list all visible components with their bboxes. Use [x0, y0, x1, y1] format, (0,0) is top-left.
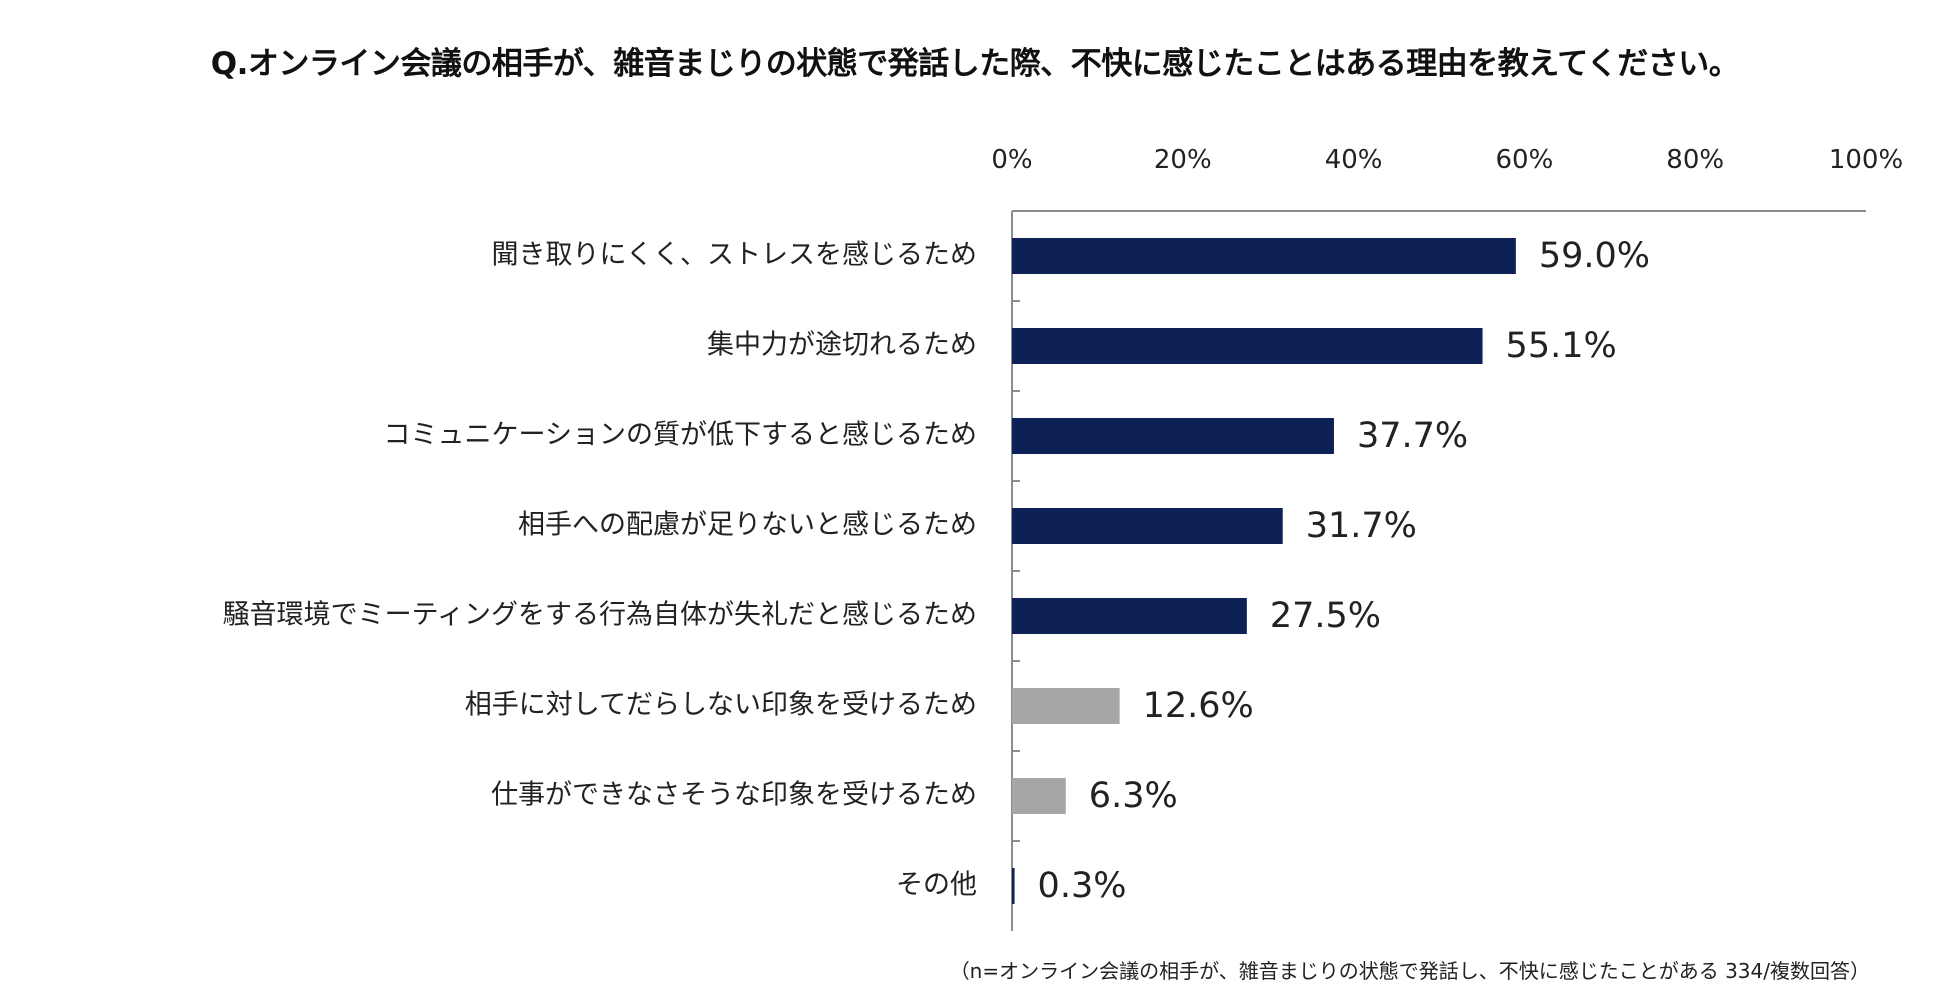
category-label: 相手に対してだらしない印象を受けるため	[465, 690, 977, 721]
data-label: 12.6%	[1143, 686, 1254, 726]
data-label: 6.3%	[1089, 776, 1178, 816]
data-label: 59.0%	[1539, 236, 1650, 276]
chart-footnote: （n=オンライン会議の相手が、雑音まじりの状態で発話し、不快に感じたことがある …	[949, 959, 1870, 983]
x-tick-label: 60%	[1496, 145, 1554, 175]
x-tick-label: 100%	[1829, 145, 1903, 175]
data-label: 0.3%	[1038, 866, 1127, 906]
data-label: 27.5%	[1270, 596, 1381, 636]
bar	[1012, 598, 1247, 634]
category-label: 仕事ができなさそうな印象を受けるため	[491, 780, 977, 811]
category-label: 騒音環境でミーティングをする行為自体が失礼だと感じるため	[223, 600, 977, 631]
x-tick-label: 0%	[991, 145, 1032, 175]
category-label: その他	[896, 870, 977, 901]
x-tick-label: 80%	[1666, 145, 1724, 175]
category-label: 聞き取りにくく、ストレスを感じるため	[492, 240, 977, 271]
chart-title: Q.オンライン会議の相手が、雑音まじりの状態で発話した際、不快に感じたことはある…	[210, 46, 1740, 82]
data-label: 37.7%	[1357, 416, 1468, 456]
category-label: コミュニケーションの質が低下すると感じるため	[384, 420, 977, 451]
bar	[1012, 868, 1015, 904]
data-label: 55.1%	[1506, 326, 1617, 366]
bar	[1012, 688, 1120, 724]
bar	[1012, 778, 1066, 814]
x-tick-label: 20%	[1154, 145, 1212, 175]
x-tick-label: 40%	[1325, 145, 1383, 175]
bar	[1012, 418, 1334, 454]
bar	[1012, 328, 1483, 364]
bar	[1012, 508, 1283, 544]
category-label: 集中力が途切れるため	[707, 330, 977, 361]
bar	[1012, 238, 1516, 274]
data-label: 31.7%	[1306, 506, 1417, 546]
category-label: 相手への配慮が足りないと感じるため	[518, 510, 977, 541]
